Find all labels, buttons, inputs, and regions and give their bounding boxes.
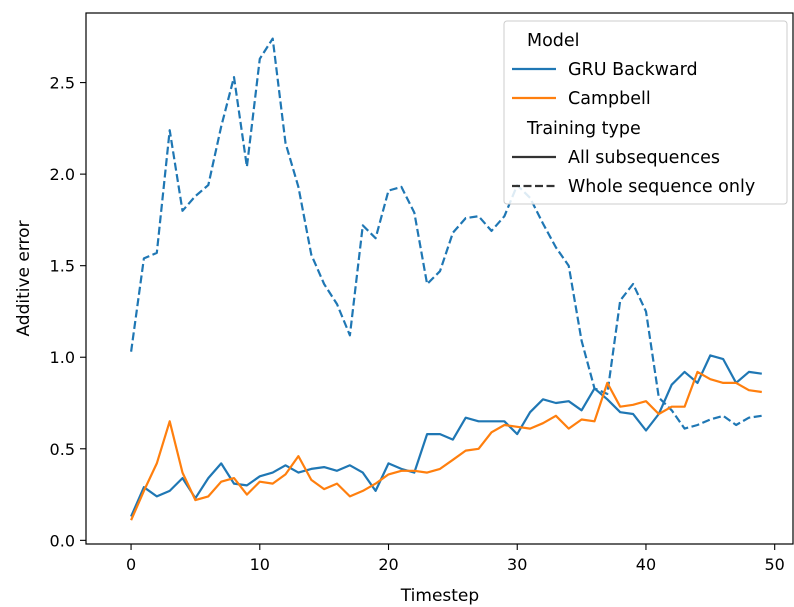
y-axis-label: Additive error	[14, 220, 34, 336]
y-tick-label: 2.5	[50, 74, 75, 93]
x-tick-label: 30	[507, 555, 527, 574]
plot-frame	[85, 12, 794, 545]
x-tick-label: 10	[250, 555, 270, 574]
x-tick-label: 40	[636, 555, 656, 574]
legend-box	[503, 20, 788, 205]
x-tick-label: 0	[126, 555, 136, 574]
legend: Model GRU Backward Campbell Training typ…	[503, 20, 788, 205]
legend-label-whole-sequence-only: Whole sequence only	[568, 177, 755, 197]
series-layer	[130, 37, 762, 521]
series-campbell-all-subsequences	[130, 370, 762, 521]
axis-ticks: 0 10 20 30 40 50 0.0 0.5 1.0 1.5 2.0 2.5	[50, 74, 785, 574]
legend-label-gru-backward: GRU Backward	[568, 60, 698, 80]
y-tick-label: 0.5	[50, 440, 75, 459]
y-tick-label: 0.0	[50, 531, 75, 550]
x-tick-label: 50	[765, 555, 785, 574]
series-gru-backward-whole-sequence-only	[130, 37, 762, 430]
legend-title-training: Training type	[526, 119, 641, 139]
legend-label-campbell: Campbell	[568, 89, 651, 109]
y-tick-label: 2.0	[50, 165, 75, 184]
legend-title-model: Model	[527, 31, 580, 51]
x-axis-label: Timestep	[400, 586, 479, 606]
x-tick-label: 20	[378, 555, 398, 574]
series-gru-backward-all-subsequences	[130, 354, 762, 517]
y-tick-label: 1.5	[50, 257, 75, 276]
y-tick-label: 1.0	[50, 348, 75, 367]
legend-label-all-subsequences: All subsequences	[568, 148, 720, 168]
